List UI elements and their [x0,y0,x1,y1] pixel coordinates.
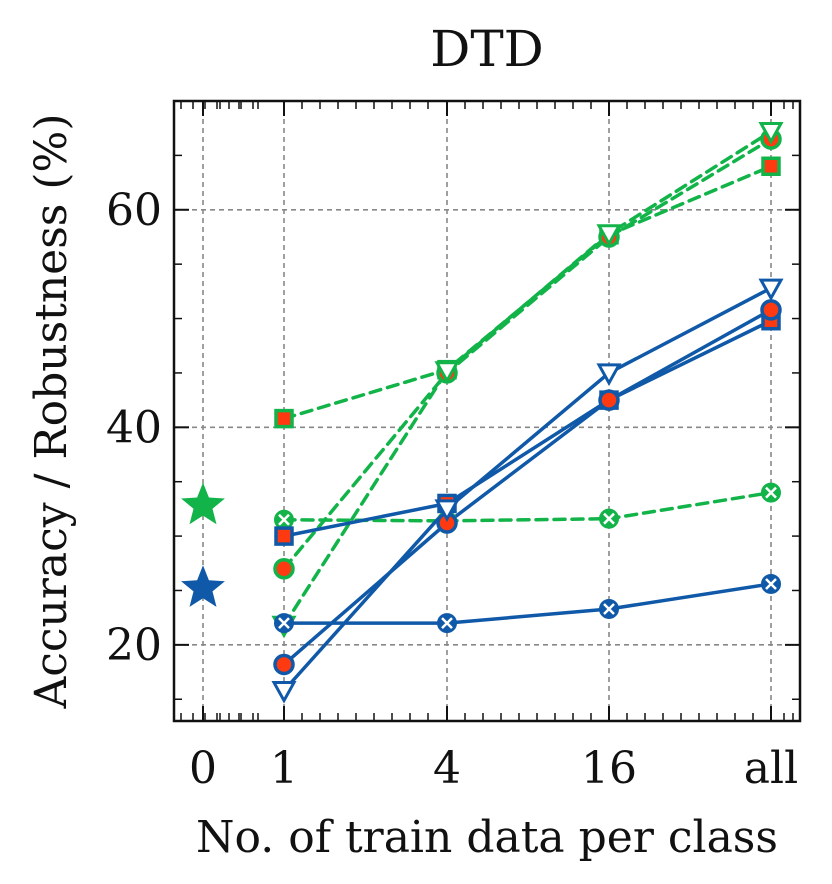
y-axis-label: Accuracy / Robustness (%) [26,113,77,709]
x-marker-cross [278,513,290,526]
x-marker [599,598,619,619]
x-tick-label: 4 [433,743,461,794]
series-line [282,490,773,523]
square-marker [274,408,294,429]
series-line [282,286,773,693]
x-marker [599,508,619,529]
x-marker [761,573,781,594]
y-tick-label: 60 [106,185,162,236]
circle-marker [273,653,295,676]
square-marker [274,526,294,546]
x-tick-label: 0 [189,743,217,794]
y-tick-label: 20 [106,620,162,671]
series-line [282,308,773,667]
chart-title: DTD [430,20,544,78]
x-marker [761,482,781,503]
zero-shot-stars [181,482,225,607]
x-marker [437,613,457,634]
triangle-marker [758,278,784,302]
square-marker [761,156,781,177]
x-tick-label: 1 [270,743,298,794]
circle-marker [598,389,620,411]
x-marker-cross [603,603,615,615]
circle-marker [273,557,295,580]
axis-ticks [174,101,800,721]
triangle-marker [758,121,784,145]
series-lines [282,129,773,693]
circle-marker [760,299,782,321]
series-line [282,129,773,628]
x-marker [274,509,294,530]
x-marker-cross [278,617,290,629]
triangle-marker [434,361,460,384]
data-markers [271,121,784,704]
x-marker-cross [765,578,777,590]
triangle-marker [596,363,622,387]
series-line [282,318,773,538]
zero-shot-star-marker [181,565,225,607]
triangle-marker [434,499,460,522]
triangle-marker [271,681,297,704]
x-marker-cross [765,486,777,499]
x-marker [274,613,294,634]
x-tick-label: all [744,743,798,794]
series-line [282,164,773,421]
series-line [282,582,773,625]
series-line [282,137,773,571]
triangle-marker [596,224,622,247]
x-axis-label: No. of train data per class [196,812,778,863]
zero-shot-star-marker [181,482,225,525]
x-tick-label: 16 [581,743,637,794]
x-marker-cross [441,617,453,629]
x-marker-cross [603,512,615,525]
plot-frame [172,99,802,723]
tick-labels: 0 1 4 16 all 20 40 60 [106,185,798,794]
y-tick-label: 40 [106,402,162,453]
